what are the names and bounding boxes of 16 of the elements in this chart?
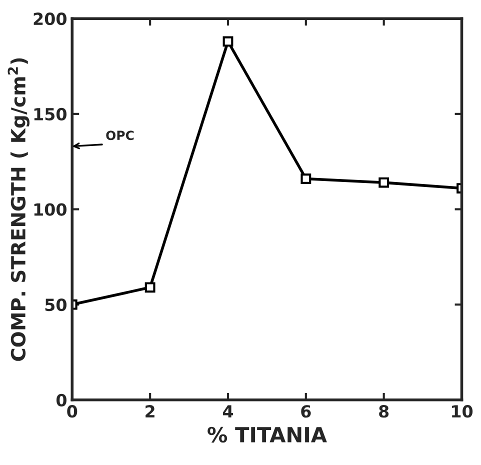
x-tick-label: 6 (301, 405, 311, 418)
annotation: OPC (106, 130, 134, 140)
x-tick-label: 4 (222, 405, 234, 418)
x-axis-title: % TITANIA (208, 426, 327, 443)
x-tick-label: 2 (146, 405, 154, 418)
y-axis-title: COMP. STRENGTH ( Kg/cm$^{2}$) (8, 58, 30, 361)
x-tick-label: 0 (67, 405, 78, 418)
y-tick-label: 0 (56, 394, 66, 406)
y-tick-label: 200 (34, 12, 66, 26)
point (222, 36, 234, 47)
y-tick-label: 100 (34, 203, 66, 216)
y-tick-label: 150 (34, 108, 66, 120)
x-tick-label: 10 (452, 405, 473, 418)
point (300, 174, 312, 184)
x-tick-label: 8 (379, 405, 389, 418)
y-tick-label: 50 (45, 298, 66, 312)
